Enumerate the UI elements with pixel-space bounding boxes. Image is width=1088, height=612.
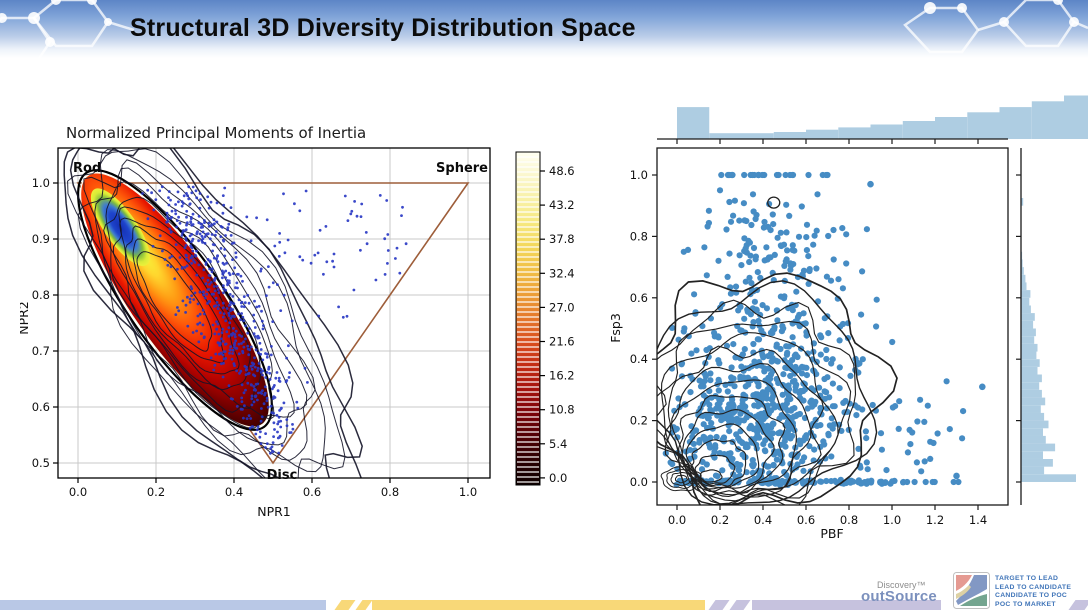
tick-marks [53,182,469,483]
svg-text:1.0: 1.0 [883,513,901,527]
right-histogram [1021,198,1076,482]
svg-text:0.8: 0.8 [381,485,399,499]
header-banner: Structural 3D Diversity Distribution Spa… [0,0,1088,58]
axes-frame [57,147,491,479]
svg-text:1.2: 1.2 [926,513,944,527]
tagline-line: CANDIDATE TO POC [995,592,1068,600]
npr-triangle-density-plot: Normalized Principal Moments of Inertia N… [20,124,575,519]
tick-marks [652,174,979,510]
svg-text:0.6: 0.6 [630,291,648,305]
y-axis-label: Fsp3 [610,313,623,343]
svg-text:Disc: Disc [267,468,298,483]
scatter-points [141,185,408,455]
svg-text:0.2: 0.2 [711,513,729,527]
svg-text:0.8: 0.8 [840,513,858,527]
svg-text:0.0: 0.0 [630,475,648,489]
triangle-vertex-labels: Rod Sphere Disc [73,161,488,483]
svg-text:Rod: Rod [73,161,101,176]
svg-text:16.2: 16.2 [549,369,575,383]
tick-labels: 0.0 0.2 0.4 0.6 0.8 1.0 1.2 1.4 0.0 0.2 0.4 0.6 0.8 1… [630,168,987,527]
outsource-brand-text: outSource [861,588,937,605]
svg-text:0.8: 0.8 [32,288,50,302]
svg-text:5.4: 5.4 [549,437,567,451]
discovery-brand-text: Discovery™ [877,580,926,590]
footer-bar-accent [708,600,730,610]
svg-text:0.4: 0.4 [630,352,648,366]
colorbar-tick-labels: 48.6 43.2 37.8 32.4 27.0 21.6 16.2 10.8 5.4 0.0 [549,164,575,485]
svg-text:1.4: 1.4 [969,513,987,527]
density-blob [77,169,273,431]
svg-text:0.4: 0.4 [754,513,772,527]
svg-text:32.4: 32.4 [549,266,575,280]
svg-text:0.8: 0.8 [630,229,648,243]
axes-frame [656,147,1009,506]
svg-text:21.6: 21.6 [549,335,575,349]
tagline-line: LEAD TO CANDIDATE [995,583,1072,591]
svg-text:37.8: 37.8 [549,232,575,246]
svg-text:0.5: 0.5 [32,456,50,470]
svg-text:0.2: 0.2 [630,414,648,428]
svg-text:10.8: 10.8 [549,403,575,417]
tick-labels: 0.0 0.2 0.4 0.6 0.8 1.0 0.5 0.6 0.7 0.8 0.9 1.0 [32,176,477,499]
pbf-fsp3-jointplot: 0.0 0.2 0.4 0.6 0.8 1.0 1.2 1.4 0.0 0.2 0.4 0.6 0.8 1… [610,95,1088,541]
left-plot-title: Normalized Principal Moments of Inertia [66,124,366,142]
svg-text:0.7: 0.7 [32,344,50,358]
svg-text:0.0: 0.0 [549,471,567,485]
svg-text:Sphere: Sphere [436,161,488,176]
svg-text:0.6: 0.6 [32,400,50,414]
colorbar: 48.6 43.2 37.8 32.4 27.0 21.6 16.2 10.8 5.4 0.0 [515,151,575,486]
contour-lines [657,196,898,505]
svg-text:0.6: 0.6 [303,485,321,499]
x-axis-label: NPR1 [257,504,291,519]
tagline-text: TARGET TO LEAD LEAD TO CANDIDATE CANDIDA… [995,575,1071,609]
svg-text:0.0: 0.0 [668,513,686,527]
top-histogram [677,95,1088,139]
svg-text:1.0: 1.0 [32,176,50,190]
tagline-line: POC TO MARKET [995,600,1056,608]
svg-text:27.0: 27.0 [549,300,575,314]
svg-text:48.6: 48.6 [549,164,575,178]
svg-text:0.9: 0.9 [32,232,50,246]
footer-bar-accent [334,600,356,610]
svg-text:43.2: 43.2 [549,198,575,212]
footer-bar-lavender [752,600,941,610]
footer-bar-blue [0,600,326,610]
tagline-line: TARGET TO LEAD [995,575,1059,582]
footer-bar-accent [729,600,751,610]
y-axis-label: NPR2 [20,301,31,335]
svg-text:1.0: 1.0 [630,168,648,182]
svg-text:0.4: 0.4 [225,485,243,499]
footer-bar-accent [355,600,373,610]
svg-text:0.6: 0.6 [797,513,815,527]
svg-text:0.0: 0.0 [69,485,87,499]
svg-text:1.0: 1.0 [459,485,477,499]
footer-bar-accent [1068,600,1088,610]
slide-title: Structural 3D Diversity Distribution Spa… [130,14,636,42]
footer-bar-yellow [372,600,705,610]
company-logo-icon [953,572,990,609]
svg-text:0.2: 0.2 [147,485,165,499]
x-axis-label: PBF [820,526,843,541]
